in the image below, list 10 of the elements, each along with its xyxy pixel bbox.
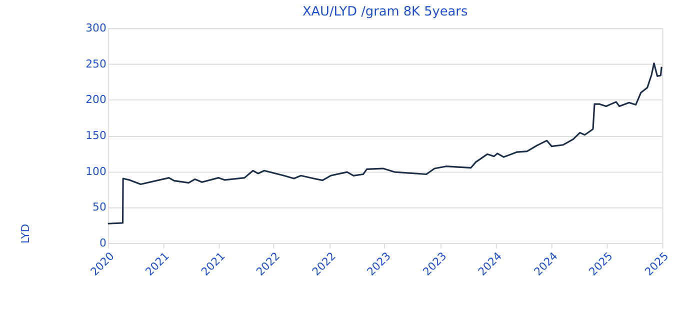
y-axis-title: LYD	[19, 224, 32, 244]
y-tick-label: 300	[86, 22, 106, 35]
y-tick-label: 50	[92, 200, 106, 214]
y-tick-label: 100	[86, 164, 106, 178]
y-tick-label: 150	[86, 129, 106, 142]
line-series	[107, 62, 662, 224]
y-tick-label: 250	[86, 57, 106, 70]
y-tick-label: 200	[86, 93, 106, 106]
y-tick-label: 0	[99, 236, 106, 250]
chart-title: XAU/LYD /gram 8K 5years	[302, 4, 468, 20]
